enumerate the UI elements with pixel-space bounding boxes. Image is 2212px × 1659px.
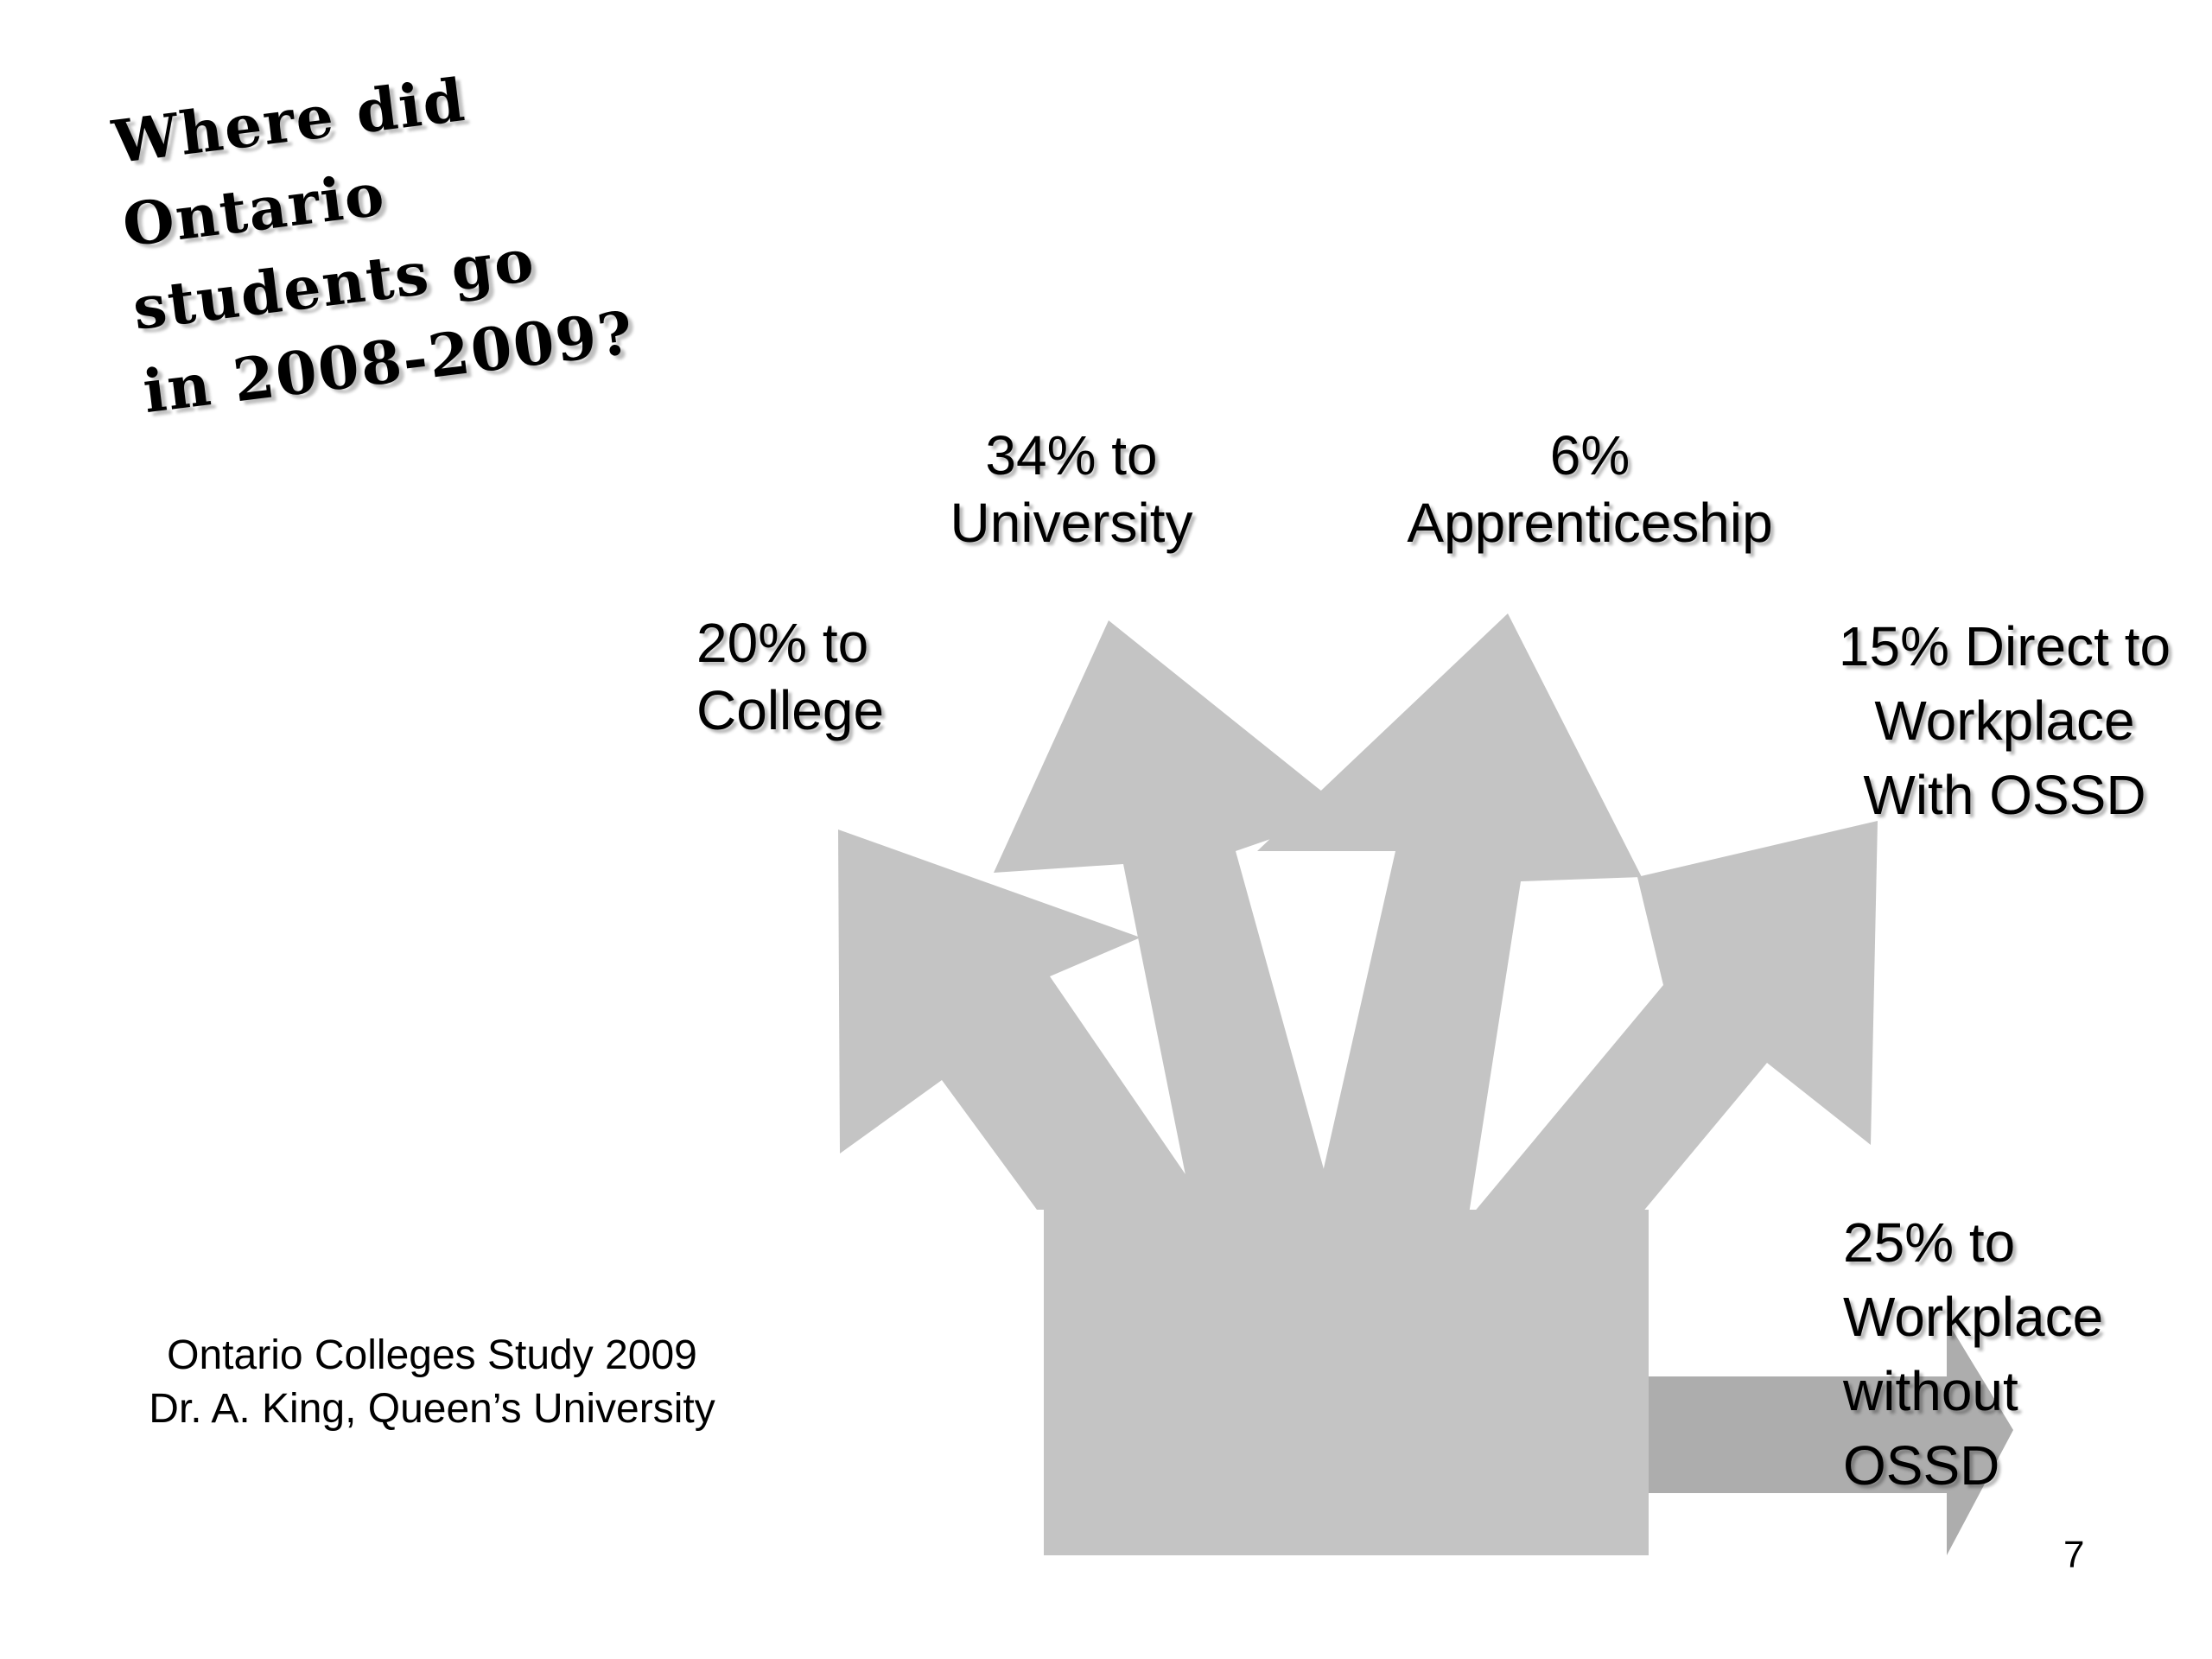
arrow-workplace-without-ossd [1633, 1320, 2013, 1555]
label-college: 20% to College [696, 609, 884, 744]
label-line: 25% to [1843, 1211, 2016, 1274]
arrow-university [994, 620, 1348, 1210]
label-line: With OSSD [1863, 764, 2146, 826]
label-apprenticeship: 6% Apprenticeship [1391, 422, 1789, 556]
label-line: 20% to [696, 612, 869, 674]
label-workplace-without-ossd: 25% to Workplace without OSSD [1843, 1205, 2103, 1503]
label-university: 34% to University [942, 422, 1201, 556]
base-block [1044, 1210, 1649, 1555]
label-line: Workplace [1874, 690, 2135, 752]
label-line: Apprenticeship [1407, 492, 1773, 554]
label-line: 34% to [985, 424, 1158, 486]
arrow-college [838, 830, 1210, 1210]
label-workplace-with-ossd: 15% Direct to Workplace With OSSD [1810, 609, 2199, 832]
label-line: Workplace [1843, 1286, 2104, 1348]
label-line: without [1843, 1360, 2018, 1422]
page-number: 7 [2063, 1534, 2085, 1576]
source-line: Dr. A. King, Queen’s University [149, 1386, 715, 1432]
label-line: 6% [1549, 424, 1630, 486]
label-line: University [950, 492, 1193, 554]
source-citation: Ontario Colleges Study 2009 Dr. A. King,… [112, 1329, 752, 1436]
source-line: Ontario Colleges Study 2009 [167, 1332, 697, 1378]
arrow-workplace-with-ossd [1469, 821, 1878, 1218]
arrow-apprenticeship [1257, 613, 1642, 1214]
label-line: 15% Direct to [1838, 615, 2171, 677]
label-line: OSSD [1843, 1434, 2000, 1497]
label-line: College [696, 679, 885, 741]
